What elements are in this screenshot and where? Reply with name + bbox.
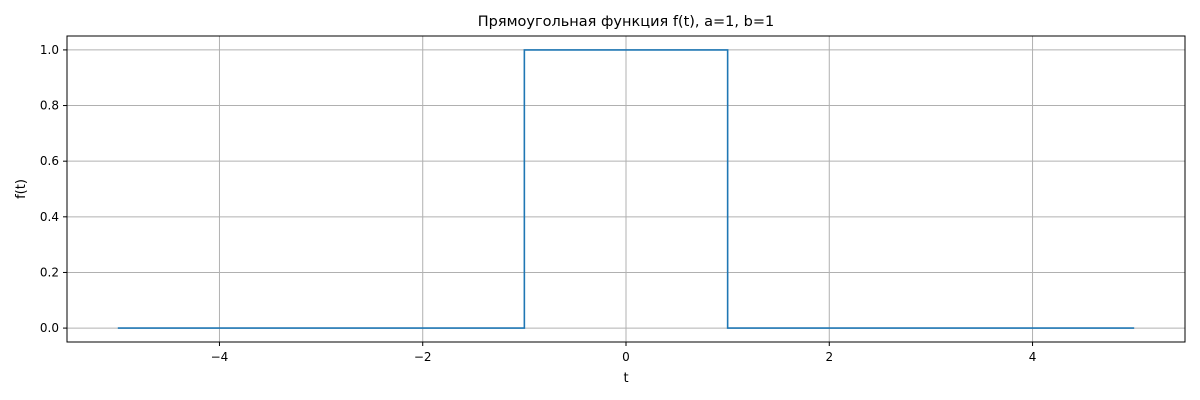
series-line (117, 49, 1135, 329)
x-tick-label: 2 (825, 350, 833, 364)
x-tick-label: −4 (211, 350, 229, 364)
x-axis-ticks: −4 −2 0 2 4 (211, 342, 1037, 364)
y-tick-label: 0.4 (40, 210, 59, 224)
x-tick-label: 4 (1029, 350, 1037, 364)
y-tick-label: 0.0 (40, 321, 59, 335)
y-tick-label: 1.0 (40, 43, 59, 57)
y-axis-ticks: 0.0 0.2 0.4 0.6 0.8 1.0 (40, 43, 67, 335)
y-axis-label: f(t) (14, 179, 29, 199)
chart-title: Прямоугольная функция f(t), a=1, b=1 (478, 14, 774, 30)
y-tick-label: 0.2 (40, 265, 59, 279)
y-tick-label: 0.8 (40, 99, 59, 113)
x-axis-label: t (623, 371, 628, 386)
y-tick-label: 0.6 (40, 154, 59, 168)
x-tick-label: 0 (622, 350, 630, 364)
series-layer (117, 49, 1135, 329)
x-tick-label: −2 (414, 350, 432, 364)
